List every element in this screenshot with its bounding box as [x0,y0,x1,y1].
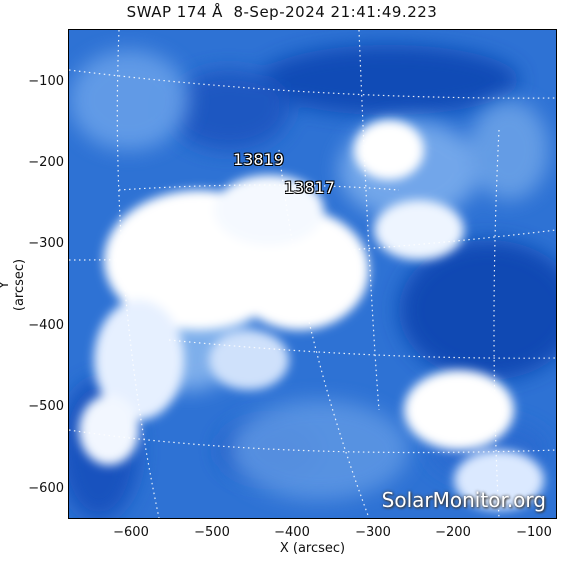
active-region-13817-label: 13817 [284,178,335,197]
y-tick-label: −400 [28,318,64,333]
x-tick-label: −400 [274,525,310,540]
watermark-text: SolarMonitor.org [381,488,546,512]
y-tick-label: −300 [28,236,64,251]
solar-image-plot [68,29,557,519]
solar-image [69,30,556,518]
x-tick-label: −600 [113,525,149,540]
x-tick-label: −200 [435,525,471,540]
y-tick-label: −600 [28,481,64,496]
x-tick-label: −300 [355,525,391,540]
y-tick-label: −200 [28,155,64,170]
image-title: SWAP 174 Å 8-Sep-2024 21:41:49.223 [126,3,438,21]
y-axis-label: Y (arcsec) [0,258,27,312]
x-tick-label: −500 [194,525,230,540]
active-region-13819-label: 13819 [233,150,284,169]
y-tick-label: −100 [28,74,64,89]
x-axis-label: X (arcsec) [279,541,346,556]
y-tick-label: −500 [28,399,64,414]
x-tick-label: −100 [516,525,552,540]
